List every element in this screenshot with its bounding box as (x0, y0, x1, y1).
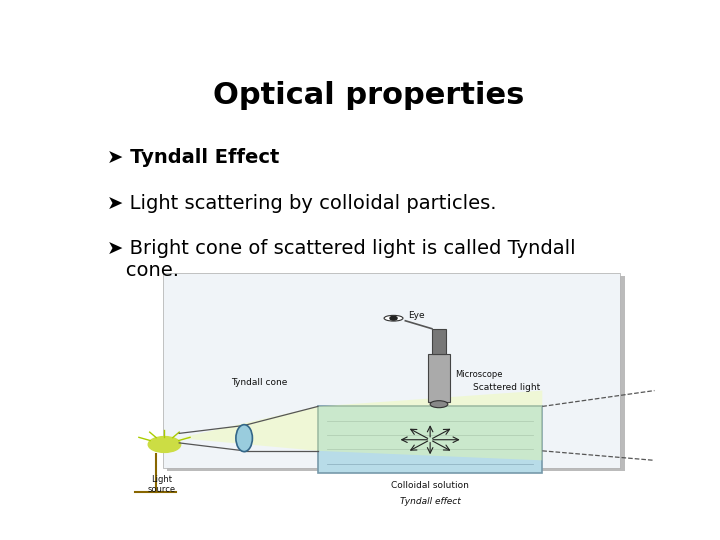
Text: Colloidal solution: Colloidal solution (391, 481, 469, 490)
Ellipse shape (430, 401, 448, 408)
Text: Tyndall cone: Tyndall cone (230, 378, 287, 387)
Text: ➤ Light scattering by colloidal particles.: ➤ Light scattering by colloidal particle… (107, 194, 496, 213)
Text: Optical properties: Optical properties (213, 82, 525, 111)
Bar (432, 329, 446, 354)
Ellipse shape (384, 315, 403, 321)
Ellipse shape (236, 424, 253, 451)
Text: Scattered light: Scattered light (473, 383, 541, 392)
Text: Eye: Eye (408, 310, 425, 320)
Bar (163, 273, 620, 468)
Text: Light
source: Light source (148, 475, 176, 494)
Bar (428, 354, 449, 402)
Circle shape (390, 316, 397, 320)
Text: Tyndall effect: Tyndall effect (400, 497, 461, 506)
Bar (167, 276, 624, 471)
Text: ➤ Tyndall Effect: ➤ Tyndall Effect (107, 148, 279, 167)
Bar (318, 407, 542, 473)
Text: Microscope: Microscope (456, 370, 503, 379)
Ellipse shape (148, 436, 181, 453)
Polygon shape (179, 390, 542, 460)
Text: ➤ Bright cone of scattered light is called Tyndall
   cone.: ➤ Bright cone of scattered light is call… (107, 239, 575, 280)
